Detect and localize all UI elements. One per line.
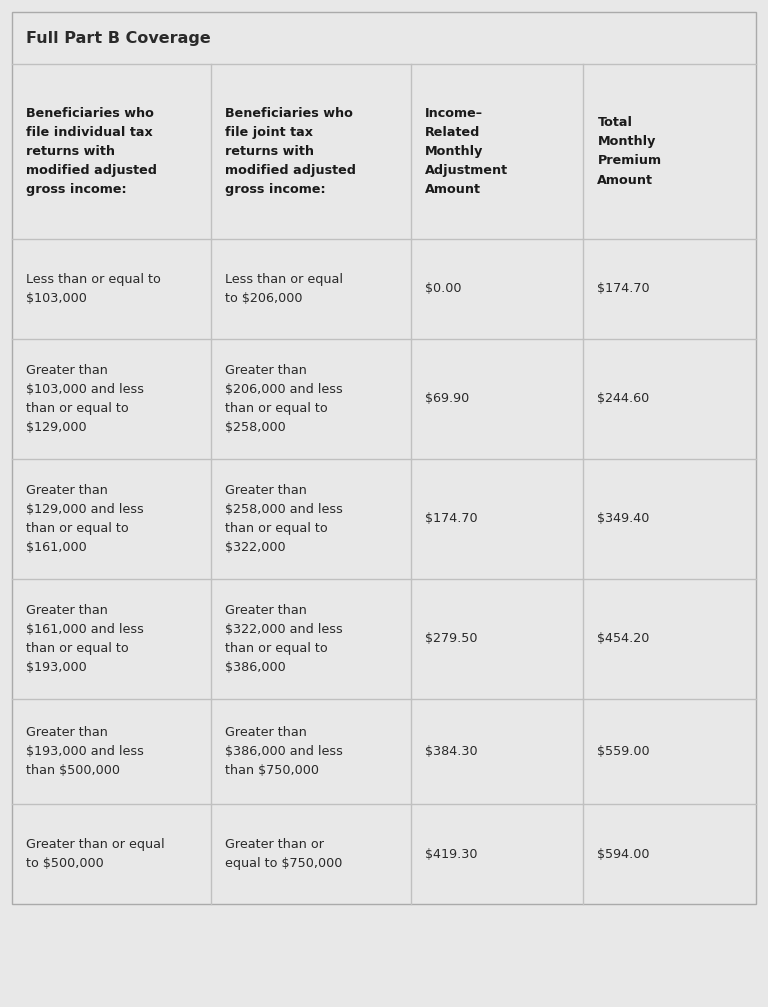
Text: Greater than
$386,000 and less
than $750,000: Greater than $386,000 and less than $750… xyxy=(225,726,343,777)
Text: Less than or equal to
$103,000: Less than or equal to $103,000 xyxy=(26,273,161,305)
Text: Less than or equal
to $206,000: Less than or equal to $206,000 xyxy=(225,273,343,305)
Text: Greater than
$103,000 and less
than or equal to
$129,000: Greater than $103,000 and less than or e… xyxy=(26,364,144,434)
Bar xyxy=(12,12,756,904)
Text: Greater than
$322,000 and less
than or equal to
$386,000: Greater than $322,000 and less than or e… xyxy=(225,604,343,674)
Text: Greater than or
equal to $750,000: Greater than or equal to $750,000 xyxy=(225,838,343,870)
Text: $174.70: $174.70 xyxy=(598,283,650,295)
Text: Total
Monthly
Premium
Amount: Total Monthly Premium Amount xyxy=(598,117,661,186)
Text: $559.00: $559.00 xyxy=(598,745,650,758)
Text: $0.00: $0.00 xyxy=(425,283,462,295)
Text: $349.40: $349.40 xyxy=(598,513,650,526)
Text: Greater than or equal
to $500,000: Greater than or equal to $500,000 xyxy=(26,838,164,870)
Text: Greater than
$206,000 and less
than or equal to
$258,000: Greater than $206,000 and less than or e… xyxy=(225,364,343,434)
Text: Beneficiaries who
file joint tax
returns with
modified adjusted
gross income:: Beneficiaries who file joint tax returns… xyxy=(225,107,356,196)
Text: $174.70: $174.70 xyxy=(425,513,478,526)
Text: Greater than
$129,000 and less
than or equal to
$161,000: Greater than $129,000 and less than or e… xyxy=(26,484,144,554)
Text: $594.00: $594.00 xyxy=(598,848,650,861)
Text: $279.50: $279.50 xyxy=(425,632,477,645)
Text: $244.60: $244.60 xyxy=(598,393,650,406)
Text: Beneficiaries who
file individual tax
returns with
modified adjusted
gross incom: Beneficiaries who file individual tax re… xyxy=(26,107,157,196)
Text: Income–
Related
Monthly
Adjustment
Amount: Income– Related Monthly Adjustment Amoun… xyxy=(425,107,508,196)
Text: Greater than
$193,000 and less
than $500,000: Greater than $193,000 and less than $500… xyxy=(26,726,144,777)
Text: Full Part B Coverage: Full Part B Coverage xyxy=(26,30,210,45)
Text: $419.30: $419.30 xyxy=(425,848,477,861)
Text: $69.90: $69.90 xyxy=(425,393,469,406)
Text: $454.20: $454.20 xyxy=(598,632,650,645)
Text: $384.30: $384.30 xyxy=(425,745,478,758)
Text: Greater than
$258,000 and less
than or equal to
$322,000: Greater than $258,000 and less than or e… xyxy=(225,484,343,554)
Text: Greater than
$161,000 and less
than or equal to
$193,000: Greater than $161,000 and less than or e… xyxy=(26,604,144,674)
